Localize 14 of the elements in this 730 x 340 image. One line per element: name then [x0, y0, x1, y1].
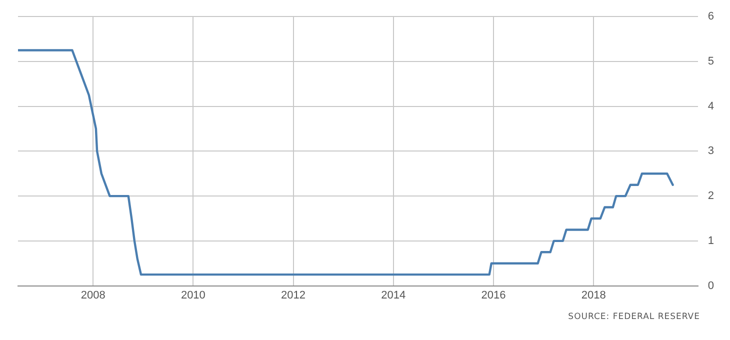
y-tick-label: 0 [708, 280, 714, 292]
x-tick-label: 2010 [180, 289, 206, 302]
y-tick-label: 6 [708, 10, 714, 23]
y-tick-label: 4 [708, 100, 714, 112]
y-tick-label: 3 [708, 145, 714, 158]
x-tick-label: 2012 [281, 289, 306, 302]
x-tick-label: 2014 [381, 289, 406, 302]
x-tick-label: 2018 [581, 289, 606, 302]
x-tick-label: 2016 [481, 289, 506, 302]
y-tick-label: 5 [708, 56, 714, 68]
x-tick-label: 2008 [80, 289, 106, 302]
y-tick-label: 2 [708, 190, 714, 202]
source-note: SOURCE: FEDERAL RESERVE [567, 312, 700, 322]
y-tick-label: 1 [708, 234, 714, 247]
